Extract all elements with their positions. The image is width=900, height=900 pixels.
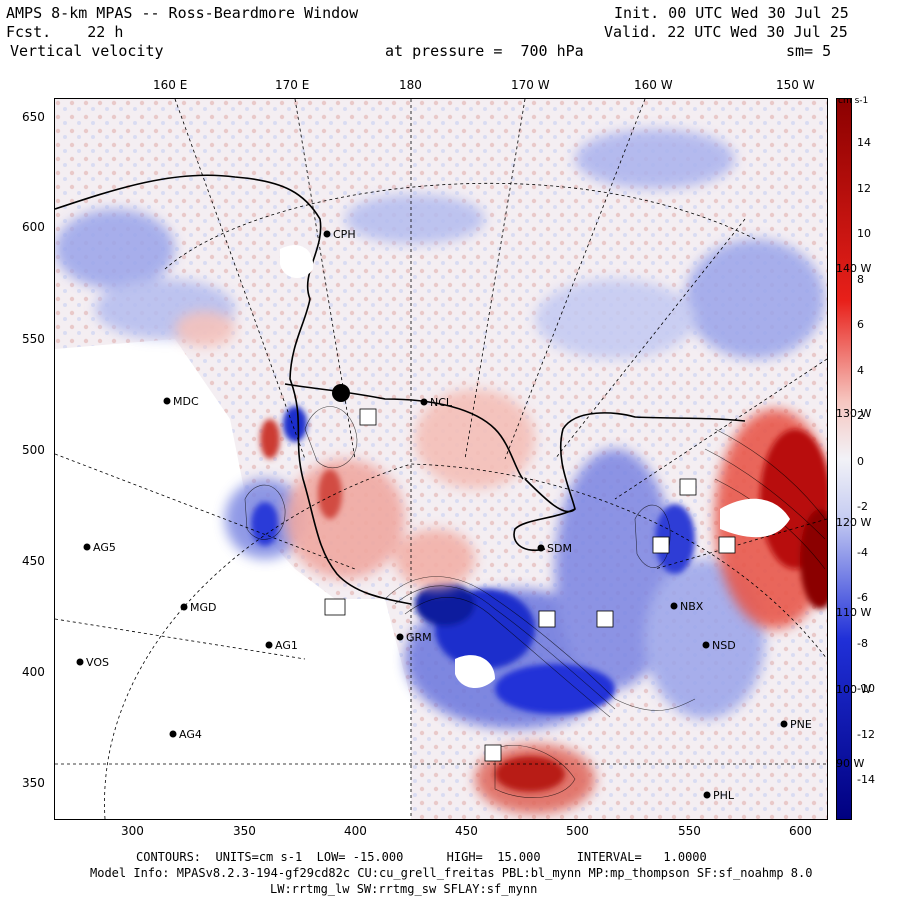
station-label: PNE — [790, 718, 812, 731]
station-marker[interactable] — [703, 791, 711, 799]
x-tick-label: 350 — [233, 824, 256, 838]
station-marker[interactable] — [180, 603, 188, 611]
y-tick-label: 400 — [22, 665, 45, 679]
station-marker[interactable] — [420, 398, 428, 406]
station-label: PHL — [713, 789, 735, 802]
lon-label: 90 W — [836, 757, 865, 770]
station-label: GRM — [406, 631, 432, 644]
init-time: Init. 00 UTC Wed 30 Jul 25 — [614, 4, 849, 22]
station-label: NBX — [680, 600, 704, 613]
station-marker[interactable] — [83, 543, 91, 551]
colorbar-tick-label: 14 — [857, 136, 871, 149]
colorbar-tick-label: -12 — [857, 727, 875, 741]
lon-label: 160 W — [634, 78, 673, 92]
colorbar-tick-label: 6 — [857, 318, 864, 331]
lon-label: 180 — [399, 78, 422, 92]
station-label: NCL — [430, 396, 453, 409]
colorbar-tick-label: -6 — [857, 591, 868, 604]
model-info-2: LW:rrtmg_lw SW:rrtmg_sw SFLAY:sf_mynn — [270, 882, 538, 896]
colorbar-units: cm s-1 — [838, 96, 869, 106]
station-label: MDC — [173, 395, 199, 408]
x-tick-label: 600 — [789, 824, 812, 838]
y-tick-label: 500 — [22, 443, 45, 457]
lon-label: 110 W — [836, 606, 872, 619]
station-label: AG5 — [93, 541, 116, 554]
station-marker[interactable] — [163, 397, 171, 405]
model-info: Model Info: MPASv8.2.3-194-gf29cd82c CU:… — [90, 866, 813, 880]
contour-lines — [244, 406, 826, 799]
colorbar-tick-label: -8 — [857, 636, 868, 650]
strong-positive-cores — [260, 419, 827, 792]
coastline — [55, 174, 746, 605]
colorbar-tick-label: -4 — [857, 545, 868, 559]
colorbar-tick-label: 2 — [857, 409, 864, 422]
vertical-velocity-map[interactable]: CPH MDC NCL AG5 MGD AG1 VOS AG4 SDM GRM NBX NSD PNE P… — [55, 99, 827, 819]
lon-label: 160 E — [153, 78, 188, 92]
large-station-marker[interactable] — [332, 384, 350, 402]
station-marker[interactable] — [702, 641, 710, 649]
station-label: VOS — [86, 656, 109, 669]
station-label: NSD — [712, 639, 736, 652]
colorbar-tick-label: -14 — [857, 773, 875, 786]
contour-info: CONTOURS: UNITS=cm s-1 LOW= -15.000 HIGH… — [136, 850, 707, 864]
lon-label: 140 W — [836, 262, 872, 275]
colorbar-tick-label: -2 — [857, 500, 868, 513]
lon-label: 150 W — [776, 78, 815, 92]
station-marker[interactable] — [76, 658, 84, 666]
colorbar-tick-label: 0 — [857, 454, 864, 468]
y-tick-label: 550 — [22, 332, 45, 346]
x-tick-label: 550 — [678, 824, 701, 838]
station-label: AG4 — [179, 728, 202, 741]
station-marker[interactable] — [670, 602, 678, 610]
colorbar-tick-label: 10 — [857, 227, 871, 240]
y-tick-label: 450 — [22, 554, 45, 568]
station-label: CPH — [333, 228, 356, 241]
map-title: AMPS 8-km MPAS -- Ross-Beardmore Window — [6, 4, 359, 22]
colorbar-tick-label: 4 — [857, 363, 864, 377]
pressure-level: at pressure = 700 hPa — [385, 42, 584, 60]
x-tick-label: 400 — [344, 824, 367, 838]
map-panel[interactable]: CPH MDC NCL AG5 MGD AG1 VOS AG4 SDM GRM NBX NSD PNE P… — [54, 98, 828, 820]
strong-negative-cores — [251, 406, 695, 714]
colorbar-tick-label: 8 — [857, 272, 864, 286]
station-marker[interactable] — [396, 633, 404, 641]
colorbar-tick-label: -10 — [857, 682, 875, 695]
stations-layer: CPH MDC NCL AG5 MGD AG1 VOS AG4 SDM GRM NBX NSD PNE P… — [76, 228, 812, 802]
lon-label: 170 W — [511, 78, 550, 92]
station-label: SDM — [547, 542, 572, 555]
forecast-hour: Fcst. 22 h — [6, 23, 124, 41]
lon-label: 120 W — [836, 516, 872, 529]
y-tick-label: 600 — [22, 220, 45, 234]
x-tick-label: 500 — [566, 824, 589, 838]
x-tick-label: 300 — [121, 824, 144, 838]
lon-label: 130 W — [836, 407, 872, 420]
field-name: Vertical velocity — [10, 42, 164, 60]
no-data-region — [55, 339, 411, 819]
colorbar — [836, 98, 852, 820]
station-marker[interactable] — [323, 230, 331, 238]
station-marker[interactable] — [265, 641, 273, 649]
station-marker[interactable] — [780, 720, 788, 728]
x-tick-label: 450 — [455, 824, 478, 838]
lon-label: 100 W — [836, 683, 872, 696]
smoothing-value: sm= 5 — [786, 42, 832, 60]
station-label: MGD — [190, 601, 217, 614]
station-marker[interactable] — [169, 730, 177, 738]
lon-label: 170 E — [275, 78, 310, 92]
colorbar-tick-label: 12 — [857, 181, 871, 195]
y-tick-label: 350 — [22, 776, 45, 790]
station-marker[interactable] — [537, 544, 545, 552]
y-tick-label: 650 — [22, 110, 45, 124]
graticule — [55, 99, 827, 819]
station-label: AG1 — [275, 639, 298, 652]
value-boxes — [324, 408, 736, 762]
valid-time: Valid. 22 UTC Wed 30 Jul 25 — [604, 23, 848, 41]
